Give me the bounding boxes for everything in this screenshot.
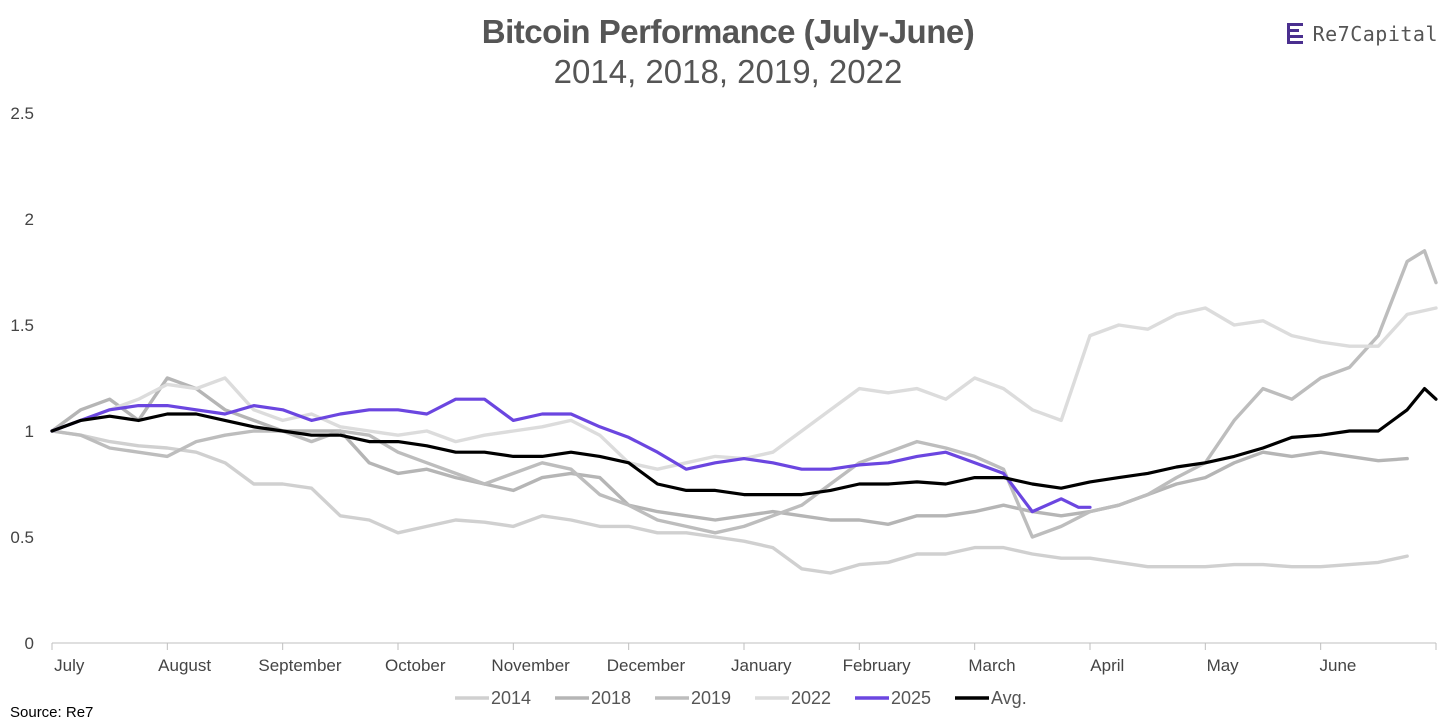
x-tick-label: July xyxy=(54,656,85,675)
x-tick-label: June xyxy=(1320,656,1357,675)
x-tick-label: October xyxy=(385,656,446,675)
x-axis: July August September October November Decemb… xyxy=(51,642,1437,675)
x-tick-label: May xyxy=(1207,656,1240,675)
series-line-2018 xyxy=(50,376,1409,526)
y-tick-label: 0.5 xyxy=(10,528,34,547)
x-tick-label: February xyxy=(843,656,912,675)
series-lines xyxy=(50,249,1438,575)
series-line-avg xyxy=(50,387,1438,497)
re7-logo-icon xyxy=(1286,23,1303,44)
chart-title-block: Bitcoin Performance (July-June) 2014, 20… xyxy=(0,12,1456,92)
brand-logo: Re7Capital xyxy=(1286,22,1438,46)
legend-label: 2018 xyxy=(591,688,631,708)
x-tick-label: January xyxy=(731,656,792,675)
x-tick-label: September xyxy=(258,656,341,675)
y-tick-label: 2.5 xyxy=(10,104,34,123)
legend-label: 2019 xyxy=(691,688,731,708)
x-tick-label: December xyxy=(607,656,686,675)
legend: 2014 2018 2019 2022 2025 Avg. xyxy=(455,688,1027,708)
brand-name: Re7Capital xyxy=(1312,22,1438,46)
legend-label: 2025 xyxy=(891,688,931,708)
legend-label: 2014 xyxy=(491,688,531,708)
y-tick-label: 1 xyxy=(25,422,34,441)
series-line-2022 xyxy=(50,306,1438,471)
y-tick-label: 1.5 xyxy=(10,316,34,335)
y-tick-label: 2 xyxy=(25,210,34,229)
source-note: Source: Re7 xyxy=(10,704,94,721)
y-tick-label: 0 xyxy=(25,634,34,653)
x-tick-label: April xyxy=(1090,656,1124,675)
series-line-2025 xyxy=(50,397,1092,514)
series-line-2014 xyxy=(50,429,1409,575)
y-axis: 0 0.5 1 1.5 2 2.5 xyxy=(10,104,34,653)
x-tick-label: November xyxy=(491,656,570,675)
x-tick-label: August xyxy=(158,656,211,675)
legend-label: Avg. xyxy=(991,688,1027,708)
legend-label: 2022 xyxy=(791,688,831,708)
chart-title: Bitcoin Performance (July-June) xyxy=(481,13,975,50)
x-tick-label: March xyxy=(968,656,1015,675)
chart-subtitle: 2014, 2018, 2019, 2022 xyxy=(553,53,903,90)
